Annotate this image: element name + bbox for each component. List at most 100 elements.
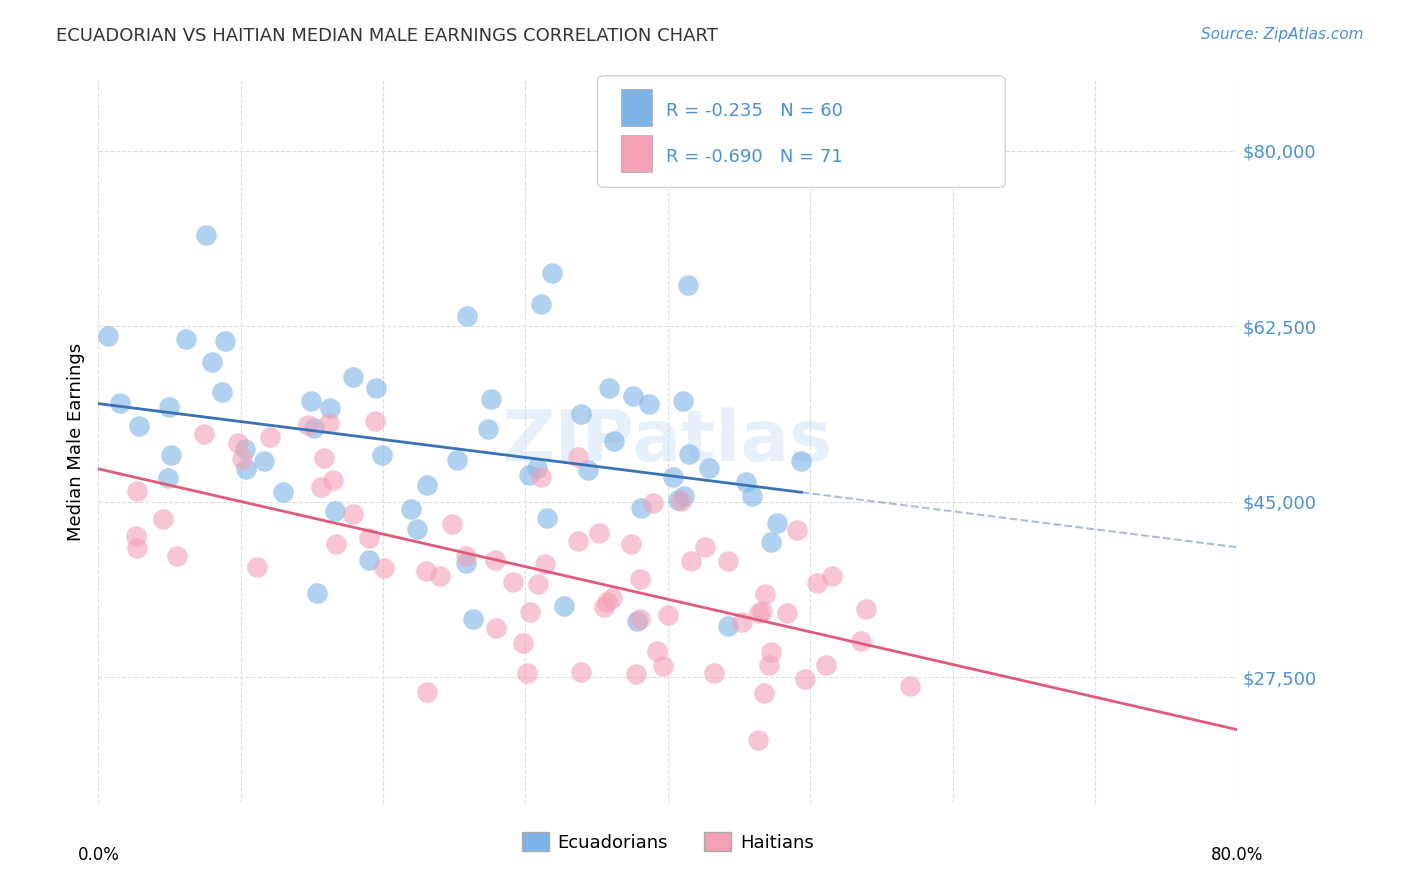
Point — [578, 463, 600, 477]
Point — [446, 452, 468, 467]
Text: ZIPatlas: ZIPatlas — [503, 407, 832, 476]
Point — [484, 553, 506, 567]
Point — [259, 430, 281, 444]
Point — [214, 334, 236, 348]
Point — [416, 478, 439, 492]
Point — [814, 657, 837, 672]
Point — [630, 500, 652, 515]
Point — [662, 469, 685, 483]
Point — [669, 494, 692, 508]
Text: 0.0%: 0.0% — [77, 847, 120, 864]
Point — [271, 485, 294, 500]
Point — [645, 644, 668, 658]
Point — [766, 516, 789, 530]
Point — [160, 448, 183, 462]
Point — [638, 396, 661, 410]
Point — [681, 554, 703, 568]
Point — [699, 461, 721, 475]
Point — [516, 665, 538, 680]
Point — [371, 448, 394, 462]
Point — [536, 511, 558, 525]
Point — [703, 665, 725, 680]
Point — [775, 606, 797, 620]
Point — [512, 635, 534, 649]
Point — [761, 645, 783, 659]
Point — [541, 266, 564, 280]
Point — [716, 554, 738, 568]
Point — [311, 480, 333, 494]
Point — [125, 529, 148, 543]
Point — [166, 549, 188, 563]
Point — [527, 576, 550, 591]
Point — [194, 227, 217, 242]
Point — [530, 297, 553, 311]
Point — [235, 461, 257, 475]
Point — [806, 576, 828, 591]
Point — [621, 389, 644, 403]
Legend: Ecuadorians, Haitians: Ecuadorians, Haitians — [515, 825, 821, 859]
Point — [598, 381, 620, 395]
Point — [748, 606, 770, 620]
Point — [253, 454, 276, 468]
Point — [323, 504, 346, 518]
Y-axis label: Median Male Earnings: Median Male Earnings — [66, 343, 84, 541]
Point — [588, 526, 610, 541]
Point — [553, 599, 575, 613]
Point — [666, 493, 689, 508]
Point — [596, 595, 619, 609]
Point — [657, 607, 679, 622]
Point — [849, 634, 872, 648]
Point — [620, 537, 643, 551]
Point — [416, 685, 439, 699]
Point — [821, 569, 844, 583]
Point — [790, 454, 813, 468]
Point — [731, 615, 754, 630]
Point — [373, 561, 395, 575]
Point — [759, 535, 782, 549]
Point — [97, 329, 120, 343]
Point — [529, 469, 551, 483]
Text: Source: ZipAtlas.com: Source: ZipAtlas.com — [1201, 27, 1364, 42]
Point — [193, 427, 215, 442]
Point — [600, 591, 623, 605]
Point — [643, 495, 665, 509]
Point — [456, 556, 478, 570]
Point — [174, 332, 197, 346]
Point — [156, 471, 179, 485]
Point — [125, 541, 148, 555]
Point — [569, 665, 592, 680]
Point — [567, 533, 589, 548]
Point — [672, 393, 695, 408]
Point — [401, 502, 423, 516]
Point — [477, 422, 499, 436]
Point — [128, 418, 150, 433]
Text: R = -0.235   N = 60: R = -0.235 N = 60 — [666, 102, 844, 120]
Point — [108, 396, 131, 410]
Point — [152, 512, 174, 526]
Point — [307, 586, 329, 600]
Text: R = -0.690   N = 71: R = -0.690 N = 71 — [666, 148, 844, 166]
Point — [463, 612, 485, 626]
Point — [626, 614, 648, 628]
Point — [855, 602, 877, 616]
Point — [569, 408, 592, 422]
Point — [366, 381, 388, 395]
Point — [794, 673, 817, 687]
Point — [415, 564, 437, 578]
Point — [157, 400, 180, 414]
Point — [125, 483, 148, 498]
Point — [342, 507, 364, 521]
Point — [357, 531, 380, 545]
Point — [233, 442, 256, 456]
Point — [734, 475, 756, 490]
Point — [299, 394, 322, 409]
Text: ECUADORIAN VS HAITIAN MEDIAN MALE EARNINGS CORRELATION CHART: ECUADORIAN VS HAITIAN MEDIAN MALE EARNIN… — [56, 27, 718, 45]
Point — [626, 667, 648, 681]
Point — [357, 553, 380, 567]
Point — [592, 600, 614, 615]
Point — [751, 604, 773, 618]
Point — [754, 686, 776, 700]
Point — [322, 473, 344, 487]
Point — [364, 414, 387, 428]
Point — [485, 621, 508, 635]
